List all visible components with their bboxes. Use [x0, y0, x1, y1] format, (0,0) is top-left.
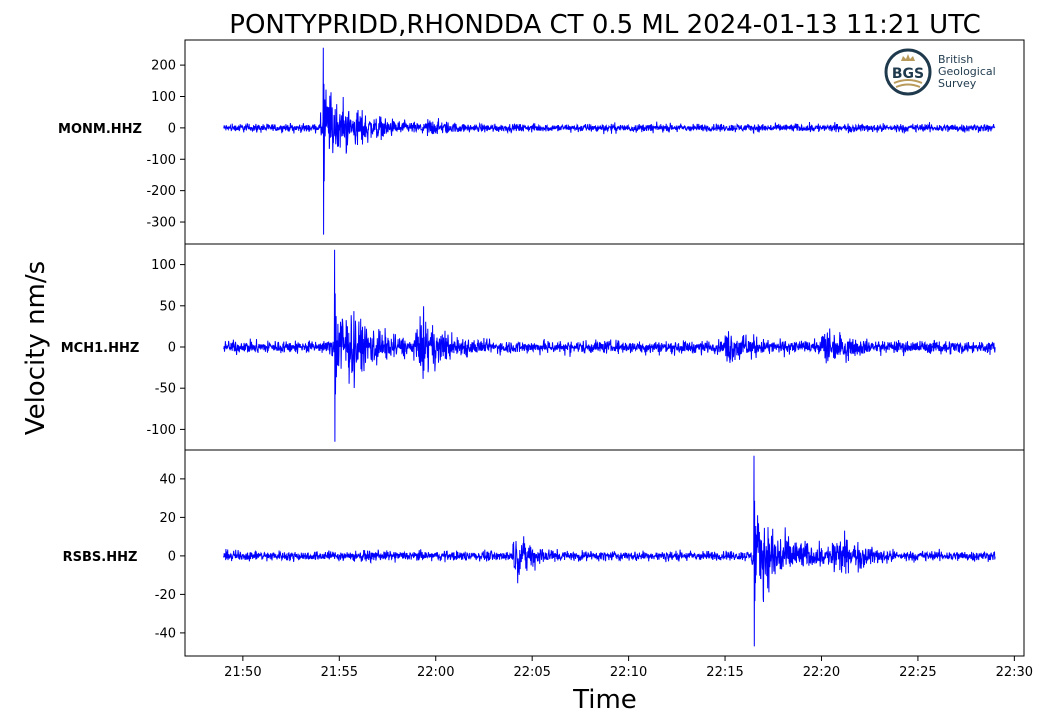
y-tick-label: 20	[159, 511, 176, 526]
x-tick-label: 22:05	[513, 665, 550, 680]
waveform-monm-hhz	[223, 47, 996, 235]
y-tick-label: -100	[146, 423, 176, 438]
bgs-logo-line-1: British	[938, 53, 973, 66]
bgs-logo-line-3: Survey	[938, 77, 977, 90]
x-tick-label: 22:15	[706, 665, 743, 680]
x-tick-label: 21:50	[224, 665, 261, 680]
bgs-logo-line-2: Geological	[938, 65, 996, 78]
x-tick-label: 21:55	[321, 665, 358, 680]
bgs-logo-crown	[901, 54, 915, 61]
panel-mch1-hhz: 100 50 0 -50 -100 MCH1.HHZ	[61, 243, 1025, 451]
y-axis-label: Velocity nm/s	[21, 261, 51, 435]
waveform-mch1-hhz	[223, 249, 996, 442]
bgs-logo-abbr: BGS	[892, 66, 924, 82]
y-tick-label: -20	[155, 588, 176, 603]
y-tick-label: 100	[151, 258, 176, 273]
x-tick-label: 22:20	[803, 665, 840, 680]
bgs-logo-wave	[893, 79, 923, 84]
station-label: RSBS.HHZ	[63, 550, 138, 565]
y-tick-label: -50	[155, 382, 176, 397]
y-tick-label: 50	[159, 299, 176, 314]
y-tick-label: 0	[168, 549, 176, 564]
y-tick-label: 0	[168, 121, 176, 136]
x-tick-label: 22:25	[899, 665, 936, 680]
panel-monm-hhz: 200 100 0 -100 -200 -300 MONM.HHZ	[58, 39, 1025, 245]
panels: 2001000-100-200-300MONM.HHZ100500-50-100…	[58, 39, 1025, 657]
x-axis: 21:50 21:55 22:00 22:05 22:10 22:15 22:20 22:25…	[224, 656, 1033, 680]
bgs-logo: BGS British Geological Survey	[884, 48, 996, 96]
panel-rsbs-hhz: 40 20 0 -20 -40 RSBS.HHZ	[63, 449, 1025, 657]
bgs-logo-ring	[884, 48, 932, 96]
x-tick-label: 22:00	[417, 665, 454, 680]
y-tick-label: -300	[146, 216, 176, 231]
station-label: MONM.HHZ	[58, 122, 142, 137]
y-tick-label: 200	[151, 59, 176, 74]
x-tick-label: 22:10	[610, 665, 647, 680]
panel-frame	[184, 449, 1025, 657]
bgs-logo-wave-2	[895, 83, 921, 88]
y-tick-label: -100	[146, 153, 176, 168]
y-tick-label: 0	[168, 341, 176, 356]
x-axis-label: Time	[572, 685, 637, 715]
y-tick-label: 100	[151, 90, 176, 105]
y-tick-label: -200	[146, 184, 176, 199]
waveform-rsbs-hhz	[223, 455, 996, 647]
station-label: MCH1.HHZ	[61, 341, 140, 356]
x-tick-label: 22:30	[996, 665, 1033, 680]
y-tick-label: -40	[155, 626, 176, 641]
y-tick-label: 40	[159, 472, 176, 487]
chart-title: PONTYPRIDD,RHONDDA CT 0.5 ML 2024-01-13 …	[229, 10, 980, 40]
